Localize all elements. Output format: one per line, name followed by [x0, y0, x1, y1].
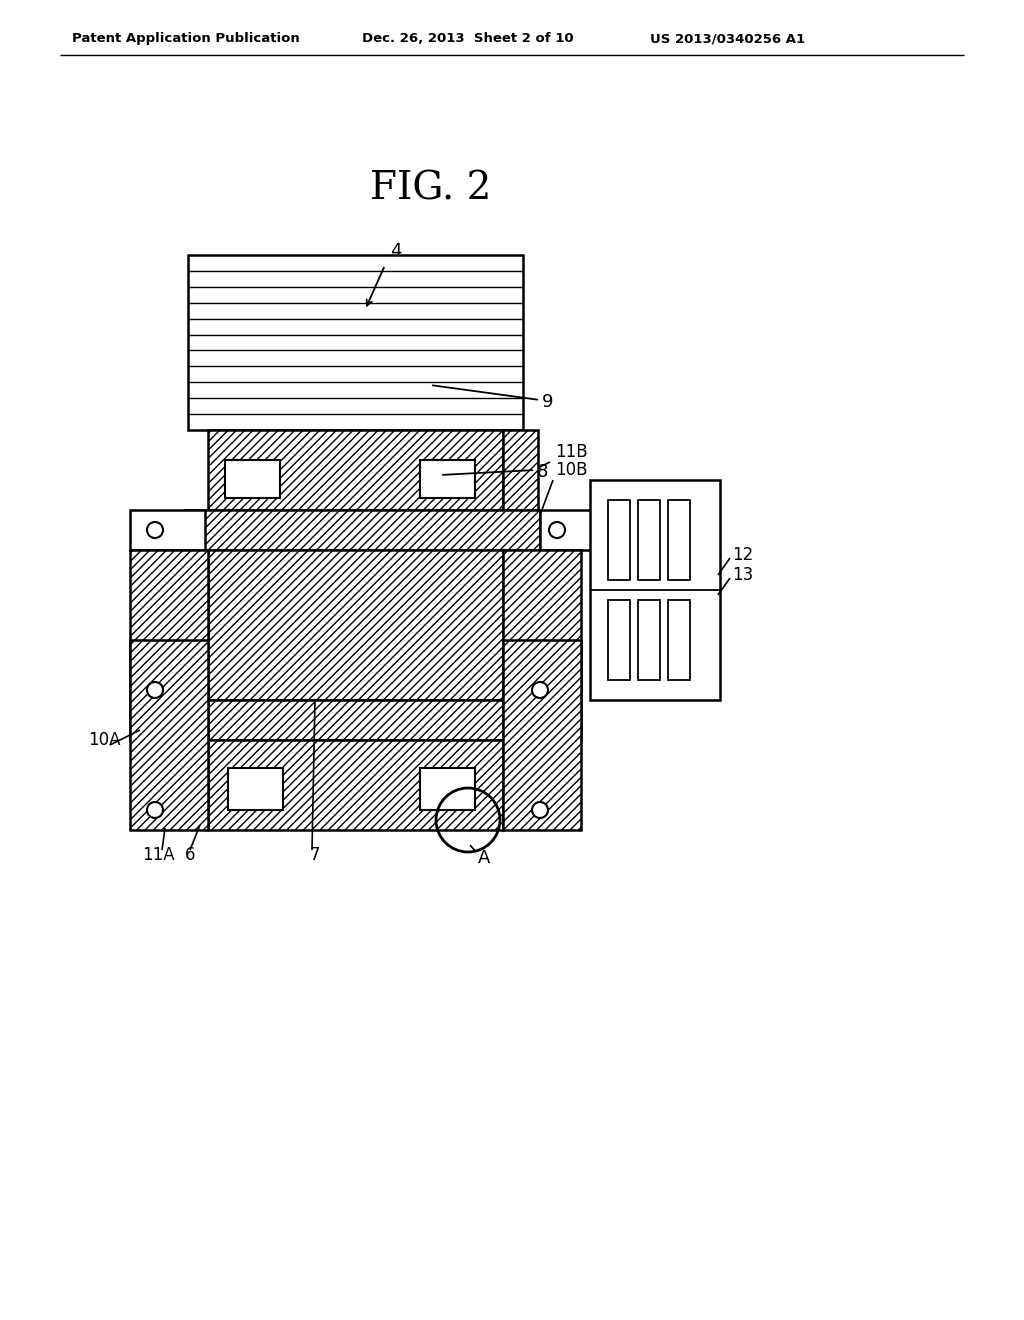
- Text: Patent Application Publication: Patent Application Publication: [72, 32, 300, 45]
- Bar: [225, 459, 280, 498]
- Bar: [668, 500, 690, 579]
- Circle shape: [532, 682, 548, 698]
- Bar: [130, 550, 208, 741]
- Text: US 2013/0340256 A1: US 2013/0340256 A1: [650, 32, 805, 45]
- Bar: [503, 550, 581, 741]
- Bar: [638, 500, 660, 579]
- Text: 9: 9: [542, 393, 554, 411]
- Text: Dec. 26, 2013  Sheet 2 of 10: Dec. 26, 2013 Sheet 2 of 10: [362, 32, 573, 45]
- Text: 10A: 10A: [88, 731, 121, 748]
- Bar: [590, 480, 720, 700]
- Circle shape: [147, 803, 163, 818]
- Text: 12: 12: [732, 546, 754, 564]
- Circle shape: [147, 521, 163, 539]
- Bar: [608, 500, 630, 579]
- Bar: [668, 601, 690, 680]
- Bar: [208, 430, 503, 510]
- Bar: [608, 601, 630, 680]
- Text: 7: 7: [310, 846, 321, 865]
- Text: 11B: 11B: [555, 444, 588, 461]
- Circle shape: [532, 803, 548, 818]
- Circle shape: [147, 682, 163, 698]
- Text: FIG. 2: FIG. 2: [370, 170, 492, 207]
- Bar: [130, 640, 208, 830]
- Bar: [208, 700, 503, 741]
- Circle shape: [549, 521, 565, 539]
- Bar: [208, 550, 503, 700]
- Bar: [188, 255, 523, 430]
- Bar: [185, 510, 540, 550]
- Text: 8: 8: [537, 463, 549, 480]
- Text: 11A: 11A: [142, 846, 175, 865]
- Bar: [130, 510, 205, 550]
- Bar: [503, 430, 538, 510]
- Text: 4: 4: [390, 242, 401, 260]
- Text: 6: 6: [185, 846, 196, 865]
- Bar: [638, 601, 660, 680]
- Bar: [420, 768, 475, 810]
- Bar: [420, 459, 475, 498]
- Text: 13: 13: [732, 566, 754, 583]
- Bar: [228, 768, 283, 810]
- Bar: [208, 741, 503, 830]
- Text: A: A: [478, 849, 490, 867]
- Text: 10B: 10B: [555, 461, 588, 479]
- Bar: [540, 510, 615, 550]
- Bar: [503, 640, 581, 830]
